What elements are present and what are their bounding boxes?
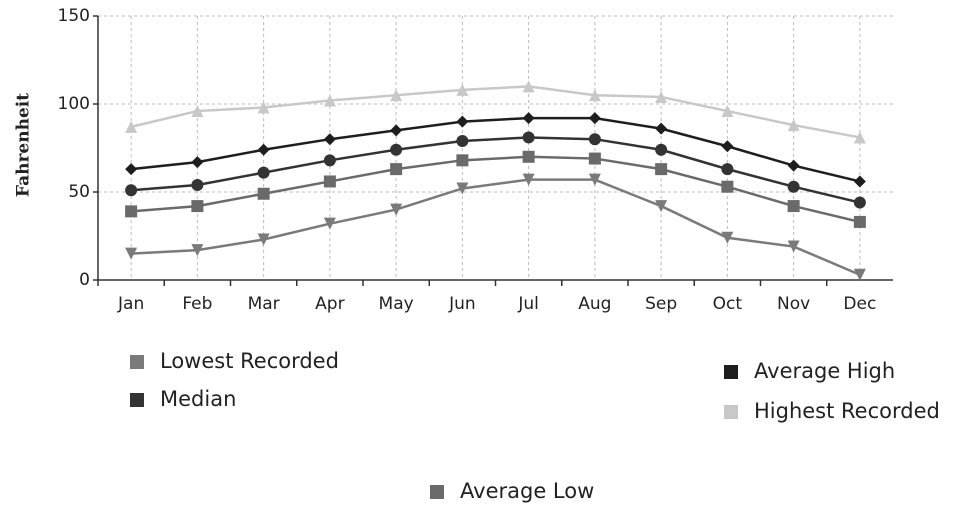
- marker: [191, 200, 204, 213]
- y-tick-label: 100: [58, 94, 90, 114]
- legend-label: Average High: [754, 359, 895, 383]
- marker: [390, 89, 403, 102]
- marker: [323, 175, 336, 188]
- marker: [125, 205, 138, 218]
- marker: [787, 200, 800, 213]
- y-tick-label: 50: [68, 182, 90, 202]
- marker: [787, 180, 800, 193]
- x-tick-label: May: [379, 294, 414, 314]
- marker: [721, 163, 734, 176]
- legend-swatch: [130, 393, 144, 407]
- marker: [853, 175, 866, 188]
- series-line: [131, 155, 861, 224]
- x-tick-label: Mar: [248, 294, 280, 314]
- marker: [456, 154, 469, 167]
- marker: [522, 80, 535, 93]
- marker: [787, 159, 800, 172]
- marker: [390, 143, 403, 156]
- x-tick-label: Aug: [578, 294, 611, 314]
- marker: [853, 268, 866, 281]
- marker: [390, 203, 403, 216]
- marker: [721, 231, 734, 244]
- marker: [522, 150, 535, 163]
- marker: [655, 143, 668, 156]
- legend-swatch: [724, 365, 738, 379]
- marker: [323, 94, 336, 107]
- marker: [125, 120, 138, 133]
- marker: [853, 196, 866, 209]
- marker: [257, 233, 270, 246]
- x-tick-label: Jan: [117, 294, 144, 314]
- marker: [323, 133, 336, 146]
- marker: [655, 200, 668, 213]
- marker: [257, 166, 270, 179]
- marker: [191, 105, 204, 118]
- marker: [522, 173, 535, 186]
- x-tick-label: Oct: [713, 294, 743, 314]
- y-tick-label: 0: [79, 270, 90, 290]
- legend-label: Average Low: [460, 479, 594, 503]
- legend-swatch: [724, 405, 738, 419]
- series-line: [131, 136, 861, 204]
- marker: [125, 163, 138, 176]
- legend-label: Lowest Recorded: [160, 349, 339, 373]
- x-tick-label: Apr: [315, 294, 344, 314]
- marker: [456, 134, 469, 147]
- legend-swatch: [130, 355, 144, 369]
- legend-label: Median: [160, 387, 236, 411]
- marker: [787, 240, 800, 253]
- marker: [191, 156, 204, 169]
- marker: [522, 131, 535, 144]
- marker: [257, 101, 270, 114]
- series-line: [130, 116, 861, 183]
- marker: [125, 247, 138, 260]
- x-tick-label: Dec: [843, 294, 876, 314]
- marker: [191, 244, 204, 257]
- marker: [588, 89, 601, 102]
- y-axis-label: Fahrenheit: [14, 93, 34, 197]
- marker: [787, 119, 800, 132]
- marker: [655, 163, 668, 176]
- marker: [125, 184, 138, 197]
- marker: [588, 112, 601, 125]
- marker: [456, 83, 469, 96]
- marker: [588, 152, 601, 165]
- x-tick-label: Jul: [517, 294, 539, 314]
- marker: [257, 187, 270, 200]
- x-tick-label: Sep: [645, 294, 677, 314]
- x-tick-label: Jun: [448, 294, 476, 314]
- marker: [390, 163, 403, 176]
- marker: [390, 124, 403, 137]
- marker: [721, 180, 734, 193]
- marker: [721, 105, 734, 118]
- y-tick-label: 150: [58, 6, 90, 26]
- marker: [323, 217, 336, 230]
- marker: [588, 173, 601, 186]
- marker: [588, 133, 601, 146]
- marker: [655, 90, 668, 103]
- series-line: [130, 85, 861, 139]
- x-tick-label: Feb: [182, 294, 212, 314]
- x-tick-label: Nov: [777, 294, 810, 314]
- marker: [721, 140, 734, 153]
- legend-label: Highest Recorded: [754, 399, 940, 423]
- marker: [853, 215, 866, 228]
- marker: [257, 143, 270, 156]
- marker: [853, 131, 866, 144]
- marker: [323, 154, 336, 167]
- marker: [655, 122, 668, 135]
- marker: [191, 178, 204, 191]
- legend-swatch: [430, 485, 444, 499]
- series-line: [131, 178, 861, 276]
- marker: [456, 115, 469, 128]
- marker: [522, 112, 535, 125]
- marker: [456, 182, 469, 195]
